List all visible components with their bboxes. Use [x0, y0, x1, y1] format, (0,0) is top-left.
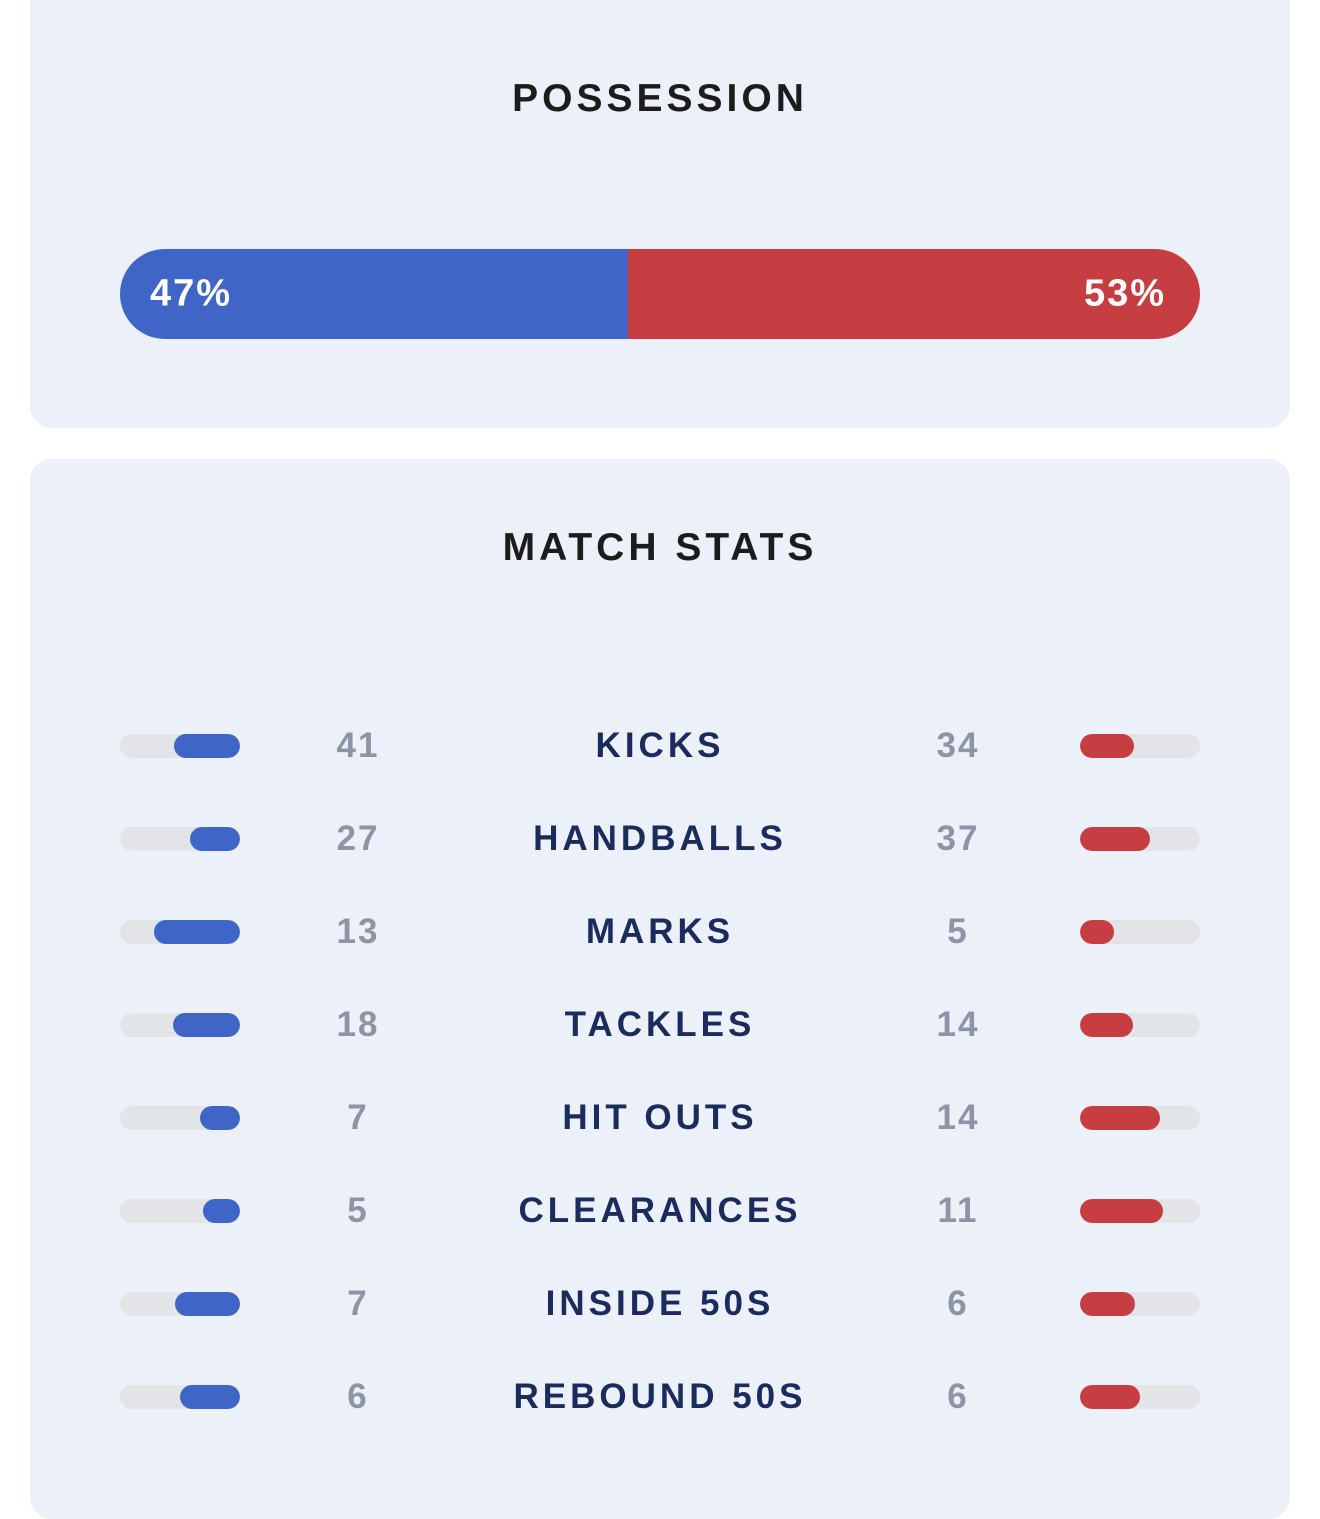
stat-row: 7 INSIDE 50S 6 — [30, 1279, 1290, 1329]
away-stat-value: 6 — [947, 1377, 969, 1416]
match-stats-title: MATCH STATS — [502, 526, 818, 569]
away-stat-value: 11 — [937, 1191, 979, 1230]
home-stat-value: 7 — [347, 1284, 369, 1323]
away-stat-bar — [1080, 734, 1200, 758]
stat-label: KICKS — [595, 726, 725, 765]
home-stat-value: 5 — [347, 1191, 369, 1230]
home-stat-value: 7 — [347, 1098, 369, 1137]
away-stat-value: 37 — [936, 819, 980, 858]
stat-row: 13 MARKS 5 — [30, 907, 1290, 957]
stat-row: 7 HIT OUTS 14 — [30, 1093, 1290, 1143]
stat-label: HIT OUTS — [562, 1098, 758, 1137]
away-stat-bar — [1080, 1385, 1200, 1409]
away-stat-bar — [1080, 920, 1200, 944]
stat-row: 6 REBOUND 50S 6 — [30, 1372, 1290, 1422]
away-stat-value: 5 — [947, 912, 969, 951]
home-stat-bar — [120, 1106, 240, 1130]
home-stat-bar-fill — [174, 734, 240, 758]
possession-home-segment: 47% — [120, 249, 628, 339]
home-stat-value: 41 — [336, 726, 380, 765]
stat-label: INSIDE 50S — [545, 1284, 775, 1323]
stat-row: 41 KICKS 34 — [30, 721, 1290, 771]
away-stat-bar — [1080, 1106, 1200, 1130]
home-stat-bar — [120, 1385, 240, 1409]
away-stat-bar — [1080, 1292, 1200, 1316]
home-stat-bar — [120, 1199, 240, 1223]
home-stat-value: 27 — [336, 819, 380, 858]
away-stat-bar-fill — [1080, 1013, 1133, 1037]
possession-away-percent: 53% — [1083, 272, 1166, 315]
home-stat-bar-fill — [153, 920, 240, 944]
home-stat-bar — [120, 1013, 240, 1037]
stat-label: TACKLES — [564, 1005, 756, 1044]
stat-row: 18 TACKLES 14 — [30, 1000, 1290, 1050]
home-stat-bar-fill — [180, 1385, 240, 1409]
away-stat-value: 34 — [936, 726, 980, 765]
away-stat-bar — [1080, 827, 1200, 851]
home-stat-value: 18 — [336, 1005, 380, 1044]
match-stats-card: MATCH STATS 41 KICKS 34 27 HANDBALLS 37 13 MARK… — [30, 459, 1290, 1519]
away-stat-bar-fill — [1080, 734, 1134, 758]
possession-title: POSSESSION — [512, 77, 808, 120]
possession-home-percent: 47% — [150, 272, 233, 315]
stat-label: HANDBALLS — [533, 819, 787, 858]
stat-row: 5 CLEARANCES 11 — [30, 1186, 1290, 1236]
away-stat-bar — [1080, 1013, 1200, 1037]
away-stat-bar-fill — [1080, 1199, 1163, 1223]
possession-away-segment: 53% — [627, 249, 1200, 339]
away-stat-bar-fill — [1080, 1385, 1140, 1409]
home-stat-value: 6 — [347, 1377, 369, 1416]
home-stat-bar — [120, 734, 240, 758]
possession-card: POSSESSION 47% 53% — [30, 0, 1290, 428]
away-stat-bar-fill — [1080, 1106, 1161, 1130]
away-stat-bar — [1080, 1199, 1200, 1223]
possession-bar: 47% 53% — [120, 249, 1200, 339]
away-stat-bar-fill — [1080, 920, 1114, 944]
home-stat-bar — [120, 920, 240, 944]
away-stat-bar-fill — [1080, 827, 1150, 851]
home-stat-bar-fill — [189, 827, 240, 851]
home-stat-bar — [120, 1292, 240, 1316]
home-stat-bar — [120, 827, 240, 851]
stat-label: CLEARANCES — [518, 1191, 802, 1230]
home-stat-bar-fill — [175, 1292, 240, 1316]
stat-label: MARKS — [585, 912, 735, 951]
away-stat-value: 14 — [936, 1098, 980, 1137]
stat-row: 27 HANDBALLS 37 — [30, 814, 1290, 864]
home-stat-value: 13 — [336, 912, 380, 951]
stat-label: REBOUND 50S — [513, 1377, 807, 1416]
home-stat-bar-fill — [200, 1106, 240, 1130]
away-stat-value: 14 — [936, 1005, 980, 1044]
home-stat-bar-fill — [202, 1199, 240, 1223]
home-stat-bar-fill — [172, 1013, 240, 1037]
away-stat-value: 6 — [947, 1284, 969, 1323]
away-stat-bar-fill — [1080, 1292, 1136, 1316]
